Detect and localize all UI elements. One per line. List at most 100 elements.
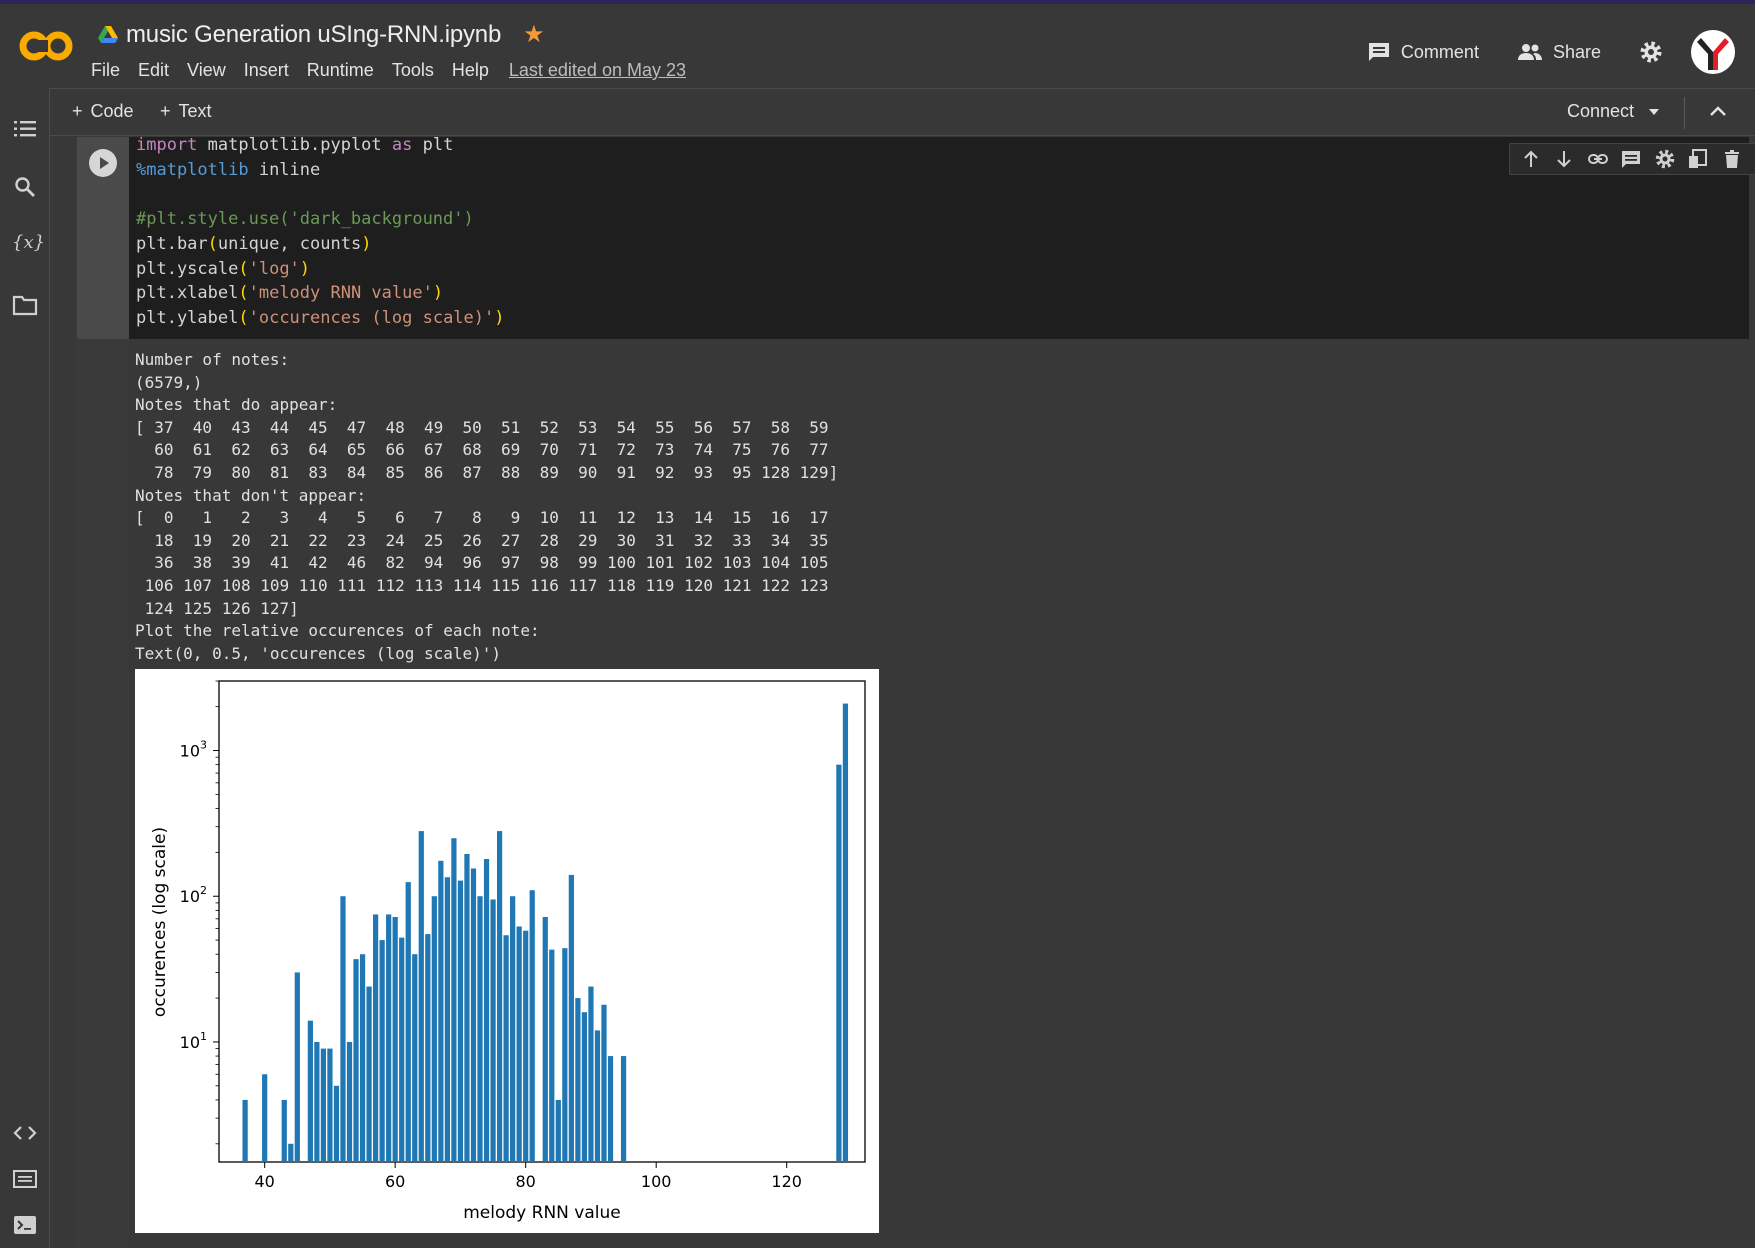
bar — [503, 935, 509, 1162]
bar — [620, 1056, 627, 1162]
bar — [594, 1030, 601, 1162]
toolbar-divider — [1684, 97, 1685, 129]
plus-icon: + — [72, 101, 83, 121]
bar — [386, 914, 392, 1162]
bar — [327, 1048, 333, 1162]
code-line: plt.xlabel('melody RNN value') — [136, 283, 444, 304]
menu-file[interactable]: File — [91, 60, 121, 80]
x-tick-label: 60 — [385, 1172, 405, 1191]
avatar-logo-icon — [1692, 31, 1734, 73]
bar — [451, 838, 457, 1162]
x-axis-label: melody RNN value — [463, 1203, 620, 1223]
notebook-toolbar: + Code + Text Connect — [50, 88, 1755, 136]
google-drive-icon — [98, 25, 118, 43]
share-button[interactable]: Share — [1517, 42, 1601, 63]
bar — [242, 1099, 248, 1162]
code-line: %matplotlib inline — [136, 159, 321, 180]
menu-help[interactable]: Help — [451, 60, 489, 80]
bar — [575, 998, 581, 1162]
add-code-button[interactable]: + Code — [72, 101, 134, 122]
bar — [340, 896, 346, 1162]
add-text-label: Text — [178, 101, 212, 121]
code-snippets-icon[interactable] — [12, 1120, 38, 1146]
colab-logo-icon[interactable] — [18, 26, 74, 66]
bar — [320, 1048, 327, 1162]
play-icon — [100, 157, 109, 169]
last-edited-link[interactable]: Last edited on May 23 — [508, 60, 686, 80]
dropdown-arrow-icon[interactable] — [1648, 108, 1660, 116]
bar — [373, 914, 379, 1162]
bar — [581, 1012, 588, 1162]
bar — [314, 1041, 320, 1162]
left-sidebar: {x} — [0, 88, 50, 1248]
bar — [549, 949, 555, 1162]
bar — [529, 890, 535, 1162]
menu-edit[interactable]: Edit — [138, 60, 170, 80]
bar — [601, 1004, 607, 1162]
bar — [333, 1085, 340, 1162]
link-icon[interactable] — [1587, 148, 1609, 170]
mirror-cell-icon[interactable] — [1687, 148, 1709, 170]
y-tick-label: 103 — [180, 739, 207, 761]
bar — [405, 882, 411, 1162]
output-line: 106 107 108 109 110 111 112 113 114 115 … — [135, 575, 829, 595]
command-palette-icon[interactable] — [12, 1166, 38, 1192]
code-line: plt.yscale('log') — [136, 258, 311, 279]
output-line: 18 19 20 21 22 23 24 25 26 27 28 29 30 3… — [135, 530, 829, 550]
output-line: 78 79 80 81 83 84 85 86 87 88 89 90 91 9… — [135, 462, 839, 482]
terminal-icon[interactable] — [12, 1212, 38, 1238]
menu-tools[interactable]: Tools — [391, 60, 434, 80]
bar — [562, 948, 568, 1162]
comment-cell-icon[interactable] — [1620, 148, 1642, 170]
star-icon[interactable]: ★ — [523, 21, 545, 48]
code-editor[interactable]: import matplotlib.pyplot as plt %matplot… — [136, 133, 505, 331]
output-line: 60 61 62 63 64 65 66 67 68 69 70 71 72 7… — [135, 440, 829, 460]
cell-settings-icon[interactable] — [1654, 148, 1676, 170]
connect-label: Connect — [1567, 101, 1635, 121]
bar — [262, 1074, 268, 1162]
move-up-icon[interactable] — [1520, 148, 1542, 170]
code-line: plt.ylabel('occurences (log scale)') — [136, 307, 505, 328]
comment-button[interactable]: Comment — [1367, 41, 1479, 63]
bar — [523, 930, 529, 1162]
settings-gear-icon[interactable] — [1639, 40, 1663, 64]
output-line: Plot the relative occurences of each not… — [135, 621, 540, 641]
code-line: #plt.style.use('dark_background') — [136, 209, 474, 230]
folder-icon[interactable] — [12, 292, 38, 318]
cell-toolbar — [1509, 143, 1755, 175]
bar — [392, 917, 398, 1162]
chevron-up-icon[interactable] — [1705, 99, 1731, 125]
menu-runtime[interactable]: Runtime — [306, 60, 374, 80]
add-code-label: Code — [90, 101, 134, 121]
bar — [346, 1041, 353, 1162]
output-line: [ 0 1 2 3 4 5 6 7 8 9 10 11 12 13 14 15 … — [135, 508, 829, 528]
people-icon — [1517, 44, 1542, 60]
bar — [307, 1020, 313, 1162]
add-text-button[interactable]: + Text — [160, 101, 212, 122]
bar — [483, 859, 490, 1162]
bar — [359, 954, 366, 1162]
menu-insert[interactable]: Insert — [243, 60, 289, 80]
bar — [353, 959, 359, 1162]
search-icon[interactable] — [12, 174, 38, 200]
bar — [444, 877, 450, 1162]
code-line: import matplotlib.pyplot as plt — [136, 135, 454, 155]
connect-button[interactable]: Connect — [1567, 101, 1660, 122]
share-label: Share — [1552, 41, 1601, 62]
title-row: music Generation uSIng-RNN.ipynb ★ — [98, 20, 545, 49]
bar — [477, 896, 483, 1162]
bar — [464, 853, 470, 1162]
move-down-icon[interactable] — [1553, 148, 1575, 170]
table-of-contents-icon[interactable] — [12, 116, 38, 142]
delete-icon[interactable] — [1721, 148, 1743, 170]
variables-icon[interactable]: {x} — [12, 232, 46, 253]
code-cell[interactable]: import matplotlib.pyplot as plt %matplot… — [77, 135, 1749, 339]
notebook-title[interactable]: music Generation uSIng-RNN.ipynb — [126, 20, 502, 48]
output-line: Notes that do appear: — [135, 395, 338, 415]
menu-view[interactable]: View — [187, 60, 226, 80]
run-cell-button[interactable] — [89, 149, 117, 177]
header-actions: Comment Share — [1367, 30, 1735, 74]
bar — [281, 1099, 287, 1162]
x-tick-label: 100 — [641, 1172, 672, 1191]
user-avatar[interactable] — [1691, 30, 1735, 74]
